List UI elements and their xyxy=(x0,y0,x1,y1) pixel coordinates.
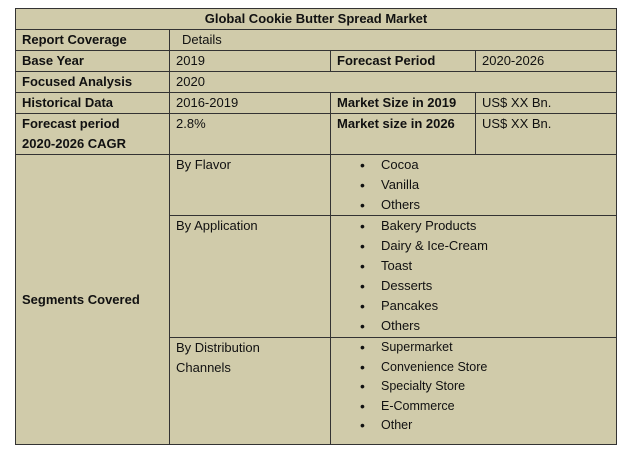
title-row: Global Cookie Butter Spread Market xyxy=(15,8,617,30)
segment-flavor-label: By Flavor xyxy=(169,154,331,216)
historical-label: Historical Data xyxy=(15,92,170,114)
forecast-period-label: Forecast Period xyxy=(330,50,476,72)
coverage-label: Report Coverage xyxy=(15,29,170,51)
list-item: Vanilla xyxy=(332,175,616,195)
flavor-list: Cocoa Vanilla Others xyxy=(332,156,616,215)
list-item: Specialty Store xyxy=(332,377,616,397)
list-item: Supermarket xyxy=(332,339,616,358)
segment-distribution-label-line1: By Distribution xyxy=(176,340,260,355)
application-list: Bakery Products Dairy & Ice-Cream Toast … xyxy=(332,217,616,337)
segment-distribution-row: By Distribution Channels Supermarket Con… xyxy=(16,337,617,445)
market-size-2019-value: US$ XX Bn. xyxy=(475,92,617,114)
list-item: Convenience Store xyxy=(332,358,616,378)
segment-flavor-row: Segments Covered By Flavor Cocoa Vanilla… xyxy=(15,154,617,445)
base-year-value: 2019 xyxy=(169,50,331,72)
list-item: Dairy & Ice-Cream xyxy=(332,236,616,256)
segments-covered-label: Segments Covered xyxy=(15,154,170,445)
market-size-2026-value: US$ XX Bn. xyxy=(475,113,617,155)
focused-row: Focused Analysis 2020 xyxy=(15,71,617,93)
focused-label: Focused Analysis xyxy=(15,71,170,93)
list-item: Pancakes xyxy=(332,296,616,316)
forecast-period-value: 2020-2026 xyxy=(475,50,617,72)
list-item: Cocoa xyxy=(332,156,616,176)
list-item: Others xyxy=(332,316,616,336)
segment-flavor-items: Cocoa Vanilla Others xyxy=(330,154,617,216)
segment-application-row: By Application Bakery Products Dairy & I… xyxy=(16,215,617,338)
forecast-cagr-label: Forecast period 2020-2026 CAGR xyxy=(15,113,170,155)
segment-application-items: Bakery Products Dairy & Ice-Cream Toast … xyxy=(330,215,617,338)
focused-value: 2020 xyxy=(169,71,617,93)
table-title: Global Cookie Butter Spread Market xyxy=(15,8,617,30)
forecast-cagr-value: 2.8% xyxy=(169,113,331,155)
distribution-list: Supermarket Convenience Store Specialty … xyxy=(332,339,616,436)
list-item: Desserts xyxy=(332,276,616,296)
list-item: Toast xyxy=(332,256,616,276)
historical-row: Historical Data 2016-2019 Market Size in… xyxy=(15,92,617,114)
segment-application-label: By Application xyxy=(169,215,331,338)
base-year-label: Base Year xyxy=(15,50,170,72)
coverage-value: Details xyxy=(169,29,617,51)
market-size-2019-label: Market Size in 2019 xyxy=(330,92,476,114)
segment-distribution-label: By Distribution Channels xyxy=(169,337,331,445)
report-table: Global Cookie Butter Spread Market Repor… xyxy=(15,8,617,445)
list-item: Bakery Products xyxy=(332,217,616,237)
forecast-cagr-label-line1: Forecast period xyxy=(22,116,120,131)
coverage-row: Report Coverage Details xyxy=(15,29,617,51)
forecast-cagr-label-line2: 2020-2026 CAGR xyxy=(22,136,127,151)
list-item: Other xyxy=(332,416,616,436)
base-year-row: Base Year 2019 Forecast Period 2020-2026 xyxy=(15,50,617,72)
list-item: Others xyxy=(332,195,616,215)
market-size-2026-label: Market size in 2026 xyxy=(330,113,476,155)
segment-distribution-items: Supermarket Convenience Store Specialty … xyxy=(330,337,617,445)
historical-value: 2016-2019 xyxy=(169,92,331,114)
list-item: E-Commerce xyxy=(332,397,616,417)
forecast-row: Forecast period 2020-2026 CAGR 2.8% Mark… xyxy=(15,113,617,155)
segment-distribution-label-line2: Channels xyxy=(176,360,231,375)
